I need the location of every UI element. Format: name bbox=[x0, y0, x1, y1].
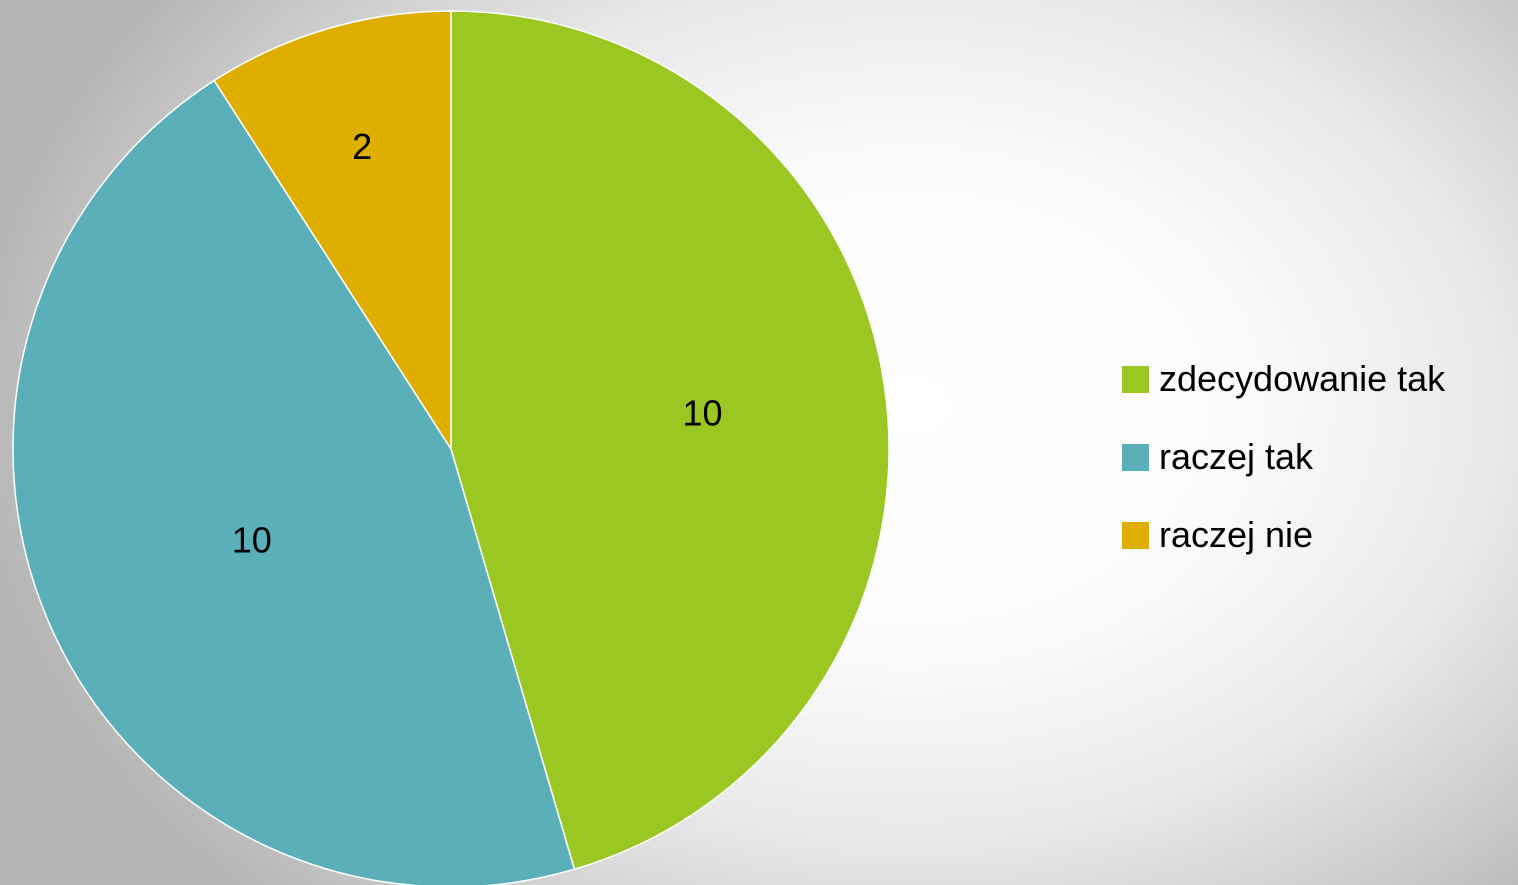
chart-legend: zdecydowanie tak raczej tak raczej nie bbox=[1122, 352, 1512, 562]
pie-data-labels: 10 10 2 bbox=[232, 126, 723, 561]
pie-data-label-0: 10 bbox=[682, 392, 722, 433]
pie-slices bbox=[12, 10, 890, 885]
legend-label: raczej nie bbox=[1159, 514, 1314, 555]
pie-slice-2 bbox=[213, 10, 452, 452]
pie-slice-1 bbox=[12, 79, 576, 885]
legend-swatch bbox=[1122, 443, 1149, 471]
legend-item-raczej-tak: raczej tak bbox=[1122, 430, 1512, 484]
pie-slice-0 bbox=[450, 10, 890, 871]
legend-label: zdecydowanie tak bbox=[1159, 358, 1446, 399]
legend-item-zdecydowanie-tak: zdecydowanie tak bbox=[1122, 352, 1512, 406]
pie-data-label-1: 10 bbox=[232, 520, 272, 561]
pie-data-label-2: 2 bbox=[352, 126, 372, 167]
legend-label: raczej tak bbox=[1159, 436, 1314, 477]
legend-swatch bbox=[1122, 365, 1149, 393]
legend-swatch bbox=[1122, 521, 1149, 549]
legend-item-raczej-nie: raczej nie bbox=[1122, 508, 1512, 562]
